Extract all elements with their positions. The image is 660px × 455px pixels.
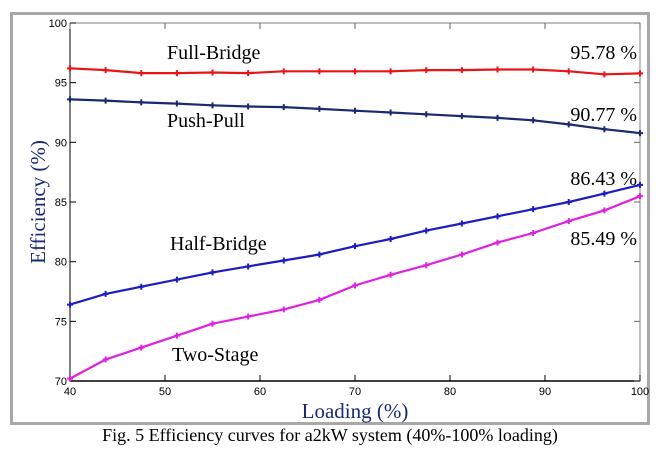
series-name-label: Full-Bridge: [167, 42, 260, 64]
data-point: [423, 67, 430, 74]
x-tick-label: 50: [159, 386, 171, 398]
data-point: [209, 69, 216, 76]
data-point: [280, 104, 287, 111]
data-point: [67, 96, 73, 103]
data-point: [352, 282, 358, 289]
data-point: [458, 220, 465, 227]
data-point: [423, 262, 430, 269]
data-point: [352, 243, 358, 250]
data-point: [565, 68, 572, 75]
data-point: [565, 218, 572, 225]
plot-area: [69, 22, 641, 382]
data-point: [565, 199, 572, 205]
data-point: [601, 190, 608, 197]
data-point: [102, 356, 109, 363]
data-point: [245, 313, 252, 320]
data-point: [245, 70, 252, 77]
x-tick-label: 60: [254, 386, 266, 398]
data-point: [387, 68, 394, 75]
y-axis-title: Efficiency (%): [26, 140, 50, 264]
data-point: [173, 70, 180, 77]
data-point: [494, 239, 501, 246]
series-end-value-label: 86.43 %: [570, 168, 637, 190]
data-point: [173, 332, 180, 339]
data-point: [138, 99, 145, 106]
data-point: [138, 70, 145, 77]
data-point: [494, 114, 501, 121]
y-tick-label: 90: [55, 137, 67, 149]
data-point: [245, 263, 252, 270]
data-point: [209, 102, 216, 109]
data-point: [102, 67, 109, 74]
x-tick-label: 100: [631, 386, 649, 398]
data-point: [530, 230, 537, 237]
data-point: [387, 235, 394, 242]
data-point: [316, 105, 323, 112]
data-point: [173, 100, 180, 107]
data-point: [67, 301, 73, 308]
series-end-value-label: 85.49 %: [570, 228, 637, 250]
series-name-label: Two-Stage: [172, 344, 258, 366]
y-tick-label: 75: [55, 316, 67, 328]
data-point: [138, 283, 145, 290]
data-point: [102, 97, 109, 104]
y-tick-label: 100: [49, 18, 67, 30]
x-tick-label: 80: [444, 386, 456, 398]
data-point: [387, 109, 394, 116]
data-point: [352, 68, 358, 75]
efficiency-chart: 40 50 60 70 80 90 100 70 75 80 85 90 95 100 Full-Brid…: [26, 18, 650, 423]
data-point: [387, 271, 394, 278]
data-point: [245, 103, 252, 110]
data-point: [138, 344, 145, 351]
data-point: [67, 65, 73, 72]
data-point: [458, 251, 465, 258]
data-point: [316, 251, 323, 258]
data-point: [458, 113, 465, 120]
data-point: [637, 181, 643, 188]
y-tick-label: 85: [55, 197, 67, 209]
series-name-label: Push-Pull: [167, 110, 245, 132]
data-point: [601, 207, 608, 214]
data-point: [494, 66, 501, 73]
series-labels: Full-Bridge 95.78 % Push-Pull 90.77 % Half-B…: [167, 42, 637, 366]
x-tick-label: 90: [539, 386, 551, 398]
data-point: [458, 67, 465, 74]
x-tick-label: 70: [349, 386, 361, 398]
y-tick-label: 95: [55, 78, 67, 90]
data-point: [637, 70, 643, 77]
data-point: [530, 206, 537, 213]
data-point: [352, 107, 358, 114]
data-point: [67, 375, 73, 382]
data-point: [494, 213, 501, 220]
data-point: [209, 269, 216, 276]
data-point: [637, 193, 643, 200]
data-point: [102, 290, 109, 297]
y-tick-label: 70: [55, 376, 67, 388]
data-point: [280, 257, 287, 264]
data-point: [209, 320, 216, 327]
data-point: [280, 306, 287, 313]
data-point: [565, 121, 572, 128]
figure-caption: Fig. 5 Efficiency curves for a2kW system…: [102, 425, 558, 445]
data-point: [530, 117, 537, 124]
data-point: [423, 227, 430, 234]
series-end-value-label: 95.78 %: [570, 42, 637, 64]
data-point: [601, 126, 608, 133]
data-point: [637, 130, 643, 137]
y-tick-label: 80: [55, 257, 67, 269]
series-lines: [67, 65, 643, 382]
axes: 40 50 60 70 80 90 100 70 75 80 85 90 95 100: [49, 18, 650, 398]
data-point: [530, 66, 537, 73]
x-axis-title: Loading (%): [302, 399, 409, 423]
series-line-push-pull: [69, 98, 641, 135]
series-end-value-label: 90.77 %: [570, 104, 637, 126]
series-name-label: Half-Bridge: [170, 233, 267, 255]
x-tick-label: 40: [64, 386, 76, 398]
data-point: [173, 276, 180, 283]
data-point: [423, 111, 430, 118]
data-point: [316, 68, 323, 75]
data-point: [316, 296, 323, 303]
data-point: [601, 71, 608, 78]
data-point: [280, 68, 287, 75]
